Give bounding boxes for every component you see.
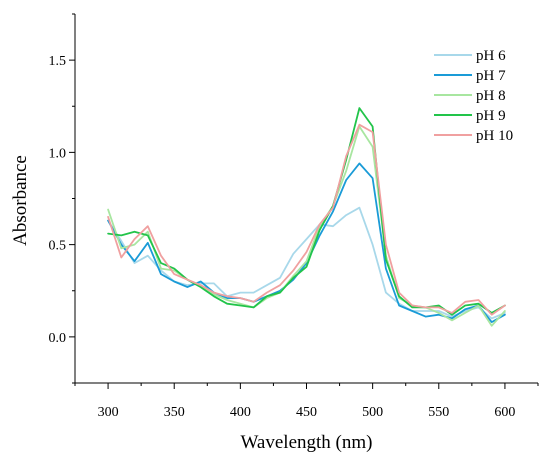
legend-label: pH 9 (476, 108, 506, 124)
x-tick-label: 300 (98, 405, 119, 420)
x-tick-label: 500 (362, 405, 383, 420)
x-tick-label: 450 (296, 405, 317, 420)
x-tick-label: 350 (164, 405, 185, 420)
series-line-ph-9 (107, 107, 506, 316)
series-line-ph-8 (107, 125, 506, 327)
x-tick-label: 600 (494, 405, 515, 420)
series-line-ph-7 (107, 162, 506, 324)
axes: 300 350 400 450 500 550 600 0.0 0.5 1.0 1.5 (49, 13, 539, 420)
legend-label: pH 6 (476, 48, 506, 64)
y-axis-title: Absorbance (10, 155, 31, 246)
x-tick-label: 400 (230, 405, 251, 420)
y-tick-label: 1.0 (49, 146, 67, 161)
legend-label: pH 8 (476, 88, 506, 104)
legend-label: pH 10 (476, 128, 513, 144)
y-tick-label: 0.0 (49, 331, 67, 346)
series-line-ph-10 (107, 123, 506, 316)
legend: pH 6 pH 7 pH 8 pH 9 pH 10 (434, 48, 513, 144)
x-axis-title: Wavelength (nm) (241, 432, 373, 453)
series-layer (107, 107, 506, 327)
x-tick-label: 550 (428, 405, 449, 420)
legend-label: pH 7 (476, 68, 506, 84)
y-tick-label: 1.5 (49, 54, 67, 69)
y-tick-label: 0.5 (49, 239, 67, 254)
